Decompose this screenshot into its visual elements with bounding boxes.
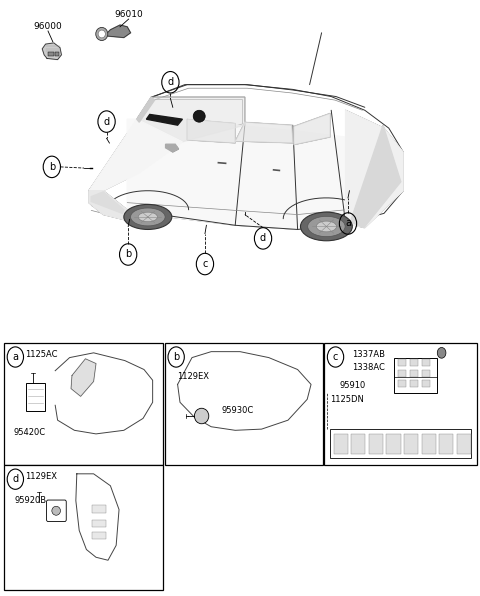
Bar — [457, 434, 471, 454]
Bar — [92, 532, 106, 539]
Polygon shape — [166, 144, 179, 152]
Bar — [410, 380, 418, 387]
Polygon shape — [42, 43, 61, 60]
Text: 1125DN: 1125DN — [330, 395, 364, 405]
Polygon shape — [91, 192, 124, 213]
Bar — [4, 343, 163, 465]
Polygon shape — [89, 85, 403, 229]
Text: 95920B: 95920B — [14, 496, 47, 505]
Bar — [48, 52, 54, 56]
Text: d: d — [260, 234, 266, 243]
Ellipse shape — [138, 212, 157, 222]
Bar — [55, 52, 59, 56]
Text: 95420C: 95420C — [13, 427, 46, 437]
Text: b: b — [48, 162, 55, 172]
Polygon shape — [89, 191, 127, 221]
Polygon shape — [105, 25, 131, 38]
Bar — [398, 370, 406, 377]
Bar — [165, 343, 323, 465]
Bar — [4, 465, 163, 590]
Polygon shape — [55, 353, 153, 434]
Bar — [422, 434, 436, 454]
FancyBboxPatch shape — [394, 358, 437, 393]
Bar — [386, 434, 401, 454]
Text: a: a — [345, 219, 351, 228]
Text: 1129EX: 1129EX — [177, 372, 209, 381]
Text: c: c — [333, 352, 338, 362]
Polygon shape — [127, 119, 346, 229]
Text: 95910: 95910 — [339, 381, 366, 390]
Text: a: a — [12, 352, 18, 362]
Ellipse shape — [52, 507, 60, 515]
Ellipse shape — [308, 216, 345, 237]
Text: d: d — [168, 77, 173, 87]
Polygon shape — [235, 122, 293, 143]
Polygon shape — [178, 352, 311, 430]
Bar — [439, 434, 454, 454]
Text: b: b — [125, 250, 132, 259]
Circle shape — [437, 347, 446, 358]
Text: c: c — [202, 259, 208, 269]
Bar — [422, 370, 430, 377]
Text: 1338AC: 1338AC — [352, 363, 384, 372]
Polygon shape — [146, 114, 182, 125]
Ellipse shape — [96, 27, 108, 41]
Polygon shape — [346, 110, 403, 228]
Bar — [398, 359, 406, 366]
FancyBboxPatch shape — [47, 500, 66, 522]
Bar — [330, 429, 471, 458]
Ellipse shape — [300, 212, 352, 241]
Text: 1337AB: 1337AB — [352, 350, 385, 359]
Text: 1129EX: 1129EX — [25, 472, 57, 482]
Ellipse shape — [98, 30, 106, 38]
Polygon shape — [294, 113, 330, 145]
Text: 96000: 96000 — [34, 22, 62, 31]
Polygon shape — [89, 119, 182, 191]
Ellipse shape — [124, 204, 172, 229]
Bar — [404, 434, 418, 454]
Bar — [422, 380, 430, 387]
Polygon shape — [71, 359, 96, 396]
Bar — [92, 505, 106, 513]
Text: d: d — [104, 117, 109, 126]
Polygon shape — [137, 97, 245, 142]
Bar — [398, 380, 406, 387]
Ellipse shape — [131, 208, 165, 226]
Bar — [324, 343, 477, 465]
Bar — [26, 383, 45, 411]
Ellipse shape — [193, 110, 205, 122]
Ellipse shape — [316, 221, 336, 232]
Text: 96010: 96010 — [114, 10, 143, 19]
Polygon shape — [76, 474, 119, 560]
Polygon shape — [187, 119, 235, 143]
Bar — [410, 370, 418, 377]
Bar — [351, 434, 365, 454]
Bar — [410, 359, 418, 366]
Bar — [334, 434, 348, 454]
Text: 95930C: 95930C — [221, 405, 253, 415]
Polygon shape — [137, 97, 155, 122]
Bar — [92, 520, 106, 527]
Ellipse shape — [194, 408, 209, 424]
Text: 1125AC: 1125AC — [25, 350, 58, 359]
Bar — [369, 434, 383, 454]
Polygon shape — [350, 125, 401, 228]
Text: b: b — [173, 352, 180, 362]
Text: d: d — [12, 474, 18, 484]
Bar — [422, 359, 430, 366]
